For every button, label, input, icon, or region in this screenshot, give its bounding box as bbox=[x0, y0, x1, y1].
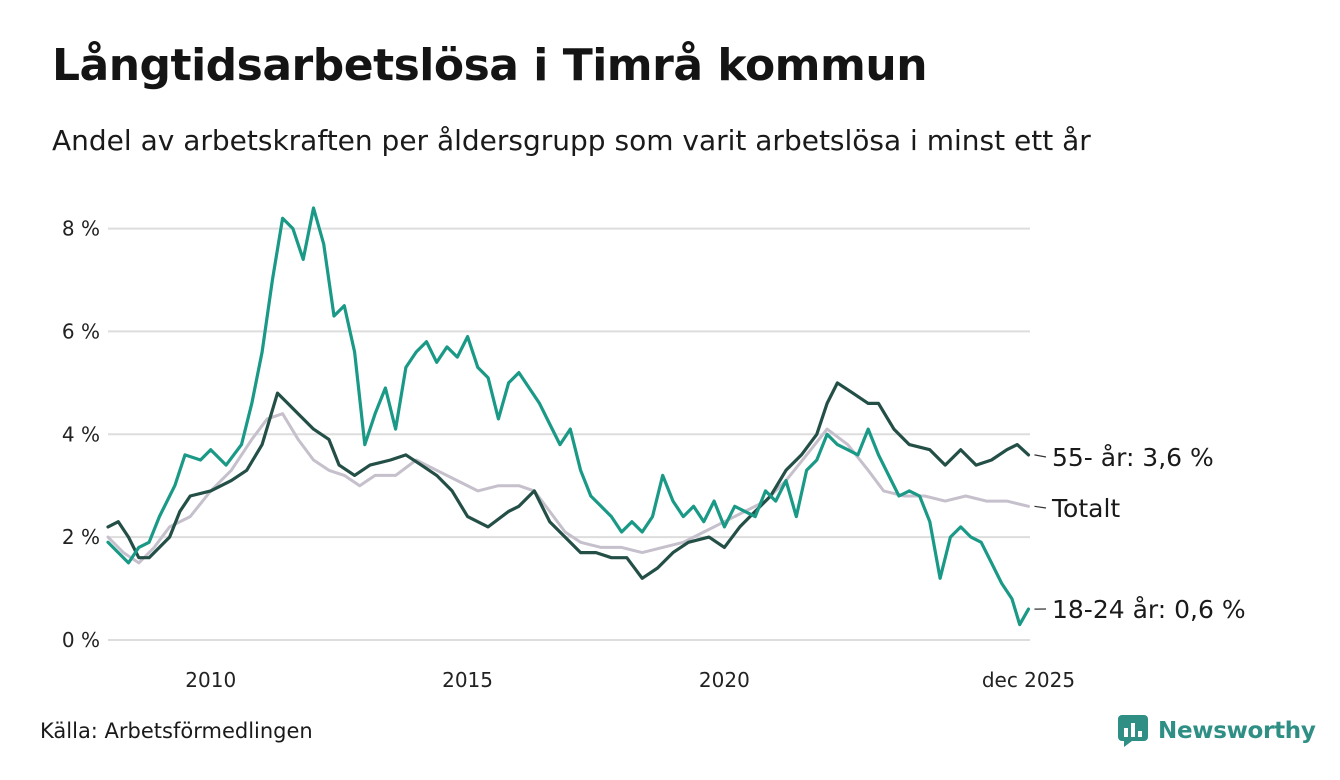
series-line-older bbox=[106, 381, 1031, 580]
series-label-youth: 18-24 år: 0,6 % bbox=[1052, 595, 1246, 624]
newsworthy-logo-icon bbox=[1118, 715, 1148, 747]
x-tick-label: 2010 bbox=[185, 668, 236, 692]
series-line-youth bbox=[106, 206, 1031, 627]
y-tick-label: 6 % bbox=[62, 319, 100, 343]
x-axis-ticks: 2010 2015 2020 dec 2025 bbox=[185, 668, 1075, 692]
y-tick-label: 4 % bbox=[62, 422, 100, 446]
series-lines bbox=[106, 206, 1031, 627]
y-tick-label: 0 % bbox=[62, 628, 100, 652]
label-leader-older bbox=[1034, 454, 1047, 458]
y-axis-ticks: 0 % 2 % 4 % 6 % 8 % bbox=[62, 217, 100, 652]
chart-title: Långtidsarbetslösa i Timrå kommun bbox=[52, 40, 928, 91]
brand-logo: Newsworthy bbox=[1118, 714, 1316, 748]
y-tick-label: 2 % bbox=[62, 525, 100, 549]
series-label-total: Totalt bbox=[1051, 494, 1120, 523]
label-leader-total bbox=[1034, 505, 1047, 509]
series-end-labels: Totalt 55- år: 3,6 % 18-24 år: 0,6 % bbox=[1034, 443, 1246, 624]
series-line-total bbox=[106, 412, 1030, 565]
x-tick-label: 2015 bbox=[442, 668, 493, 692]
line-chart: 0 % 2 % 4 % 6 % 8 % 2010 2015 2020 dec 2025 Tot… bbox=[62, 206, 1246, 692]
source-note: Källa: Arbetsförmedlingen bbox=[40, 719, 313, 743]
x-tick-label: 2020 bbox=[699, 668, 750, 692]
brand-name: Newsworthy bbox=[1158, 718, 1316, 744]
x-tick-label: dec 2025 bbox=[982, 668, 1075, 692]
series-label-older: 55- år: 3,6 % bbox=[1052, 443, 1214, 472]
chart-subtitle: Andel av arbetskraften per åldersgrupp s… bbox=[52, 124, 1091, 157]
y-gridlines bbox=[108, 227, 1030, 641]
y-tick-label: 8 % bbox=[62, 217, 100, 241]
